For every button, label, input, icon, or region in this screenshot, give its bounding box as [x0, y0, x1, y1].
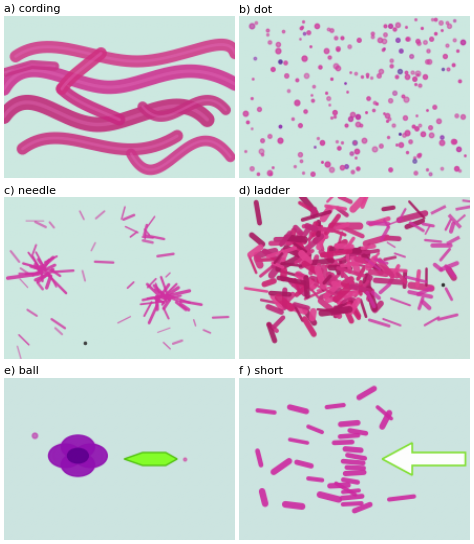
Text: f ) short: f ) short	[239, 366, 283, 376]
Text: c) needle: c) needle	[4, 185, 56, 195]
Text: e) ball: e) ball	[4, 366, 39, 376]
Text: d) ladder: d) ladder	[239, 185, 290, 195]
Text: b) dot: b) dot	[239, 4, 272, 14]
Text: a) cording: a) cording	[4, 4, 61, 14]
